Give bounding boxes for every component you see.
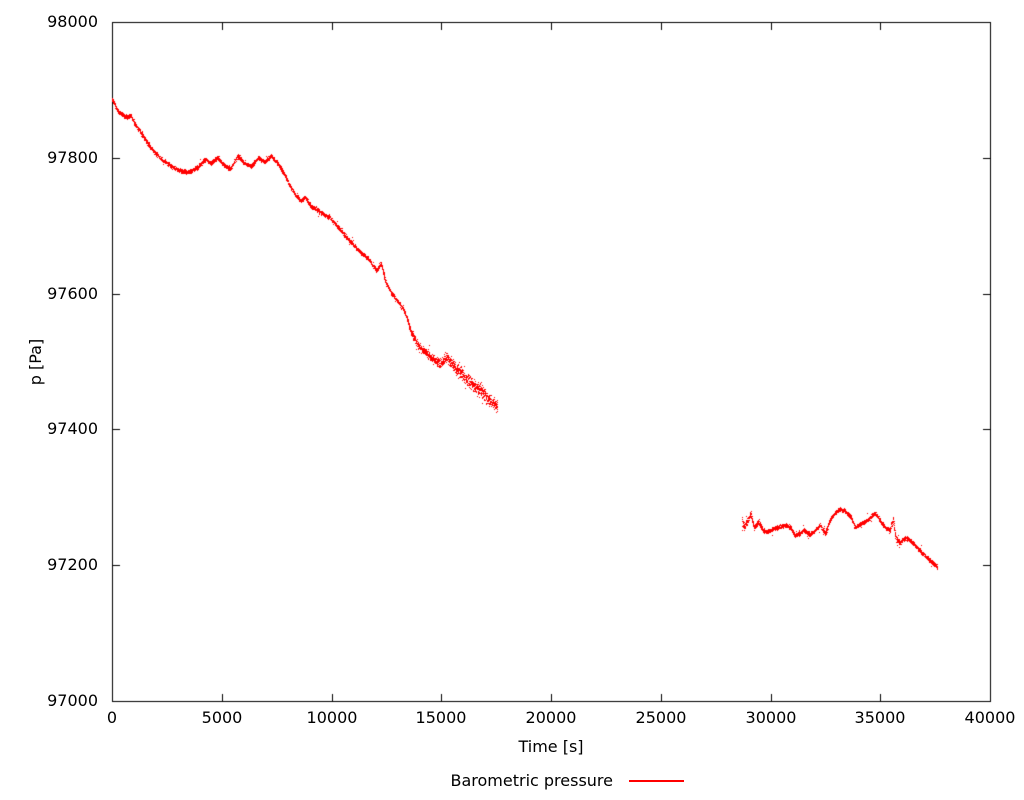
y-tick-label: 97600 bbox=[47, 284, 98, 303]
x-tick-label: 10000 bbox=[306, 708, 358, 727]
x-tick-label: 15000 bbox=[415, 708, 467, 727]
legend-label: Barometric pressure bbox=[450, 771, 613, 790]
y-tick-label: 97000 bbox=[47, 691, 98, 710]
legend-line-sample-icon bbox=[629, 780, 684, 782]
y-tick-label: 98000 bbox=[47, 12, 98, 31]
y-tick-label: 97200 bbox=[47, 555, 98, 574]
x-tick-label: 0 bbox=[106, 708, 118, 727]
y-tick-label: 97400 bbox=[47, 419, 98, 438]
y-tick-label: 97800 bbox=[47, 148, 98, 167]
x-tick-label: 5000 bbox=[201, 708, 243, 727]
x-tick-label: 25000 bbox=[635, 708, 687, 727]
x-tick-label: 40000 bbox=[964, 708, 1016, 727]
x-axis-title: Time [s] bbox=[518, 737, 584, 756]
x-tick-label: 20000 bbox=[525, 708, 577, 727]
x-tick-label: 35000 bbox=[854, 708, 906, 727]
y-axis-title: p [Pa] bbox=[26, 338, 45, 386]
x-tick-label: 30000 bbox=[745, 708, 797, 727]
